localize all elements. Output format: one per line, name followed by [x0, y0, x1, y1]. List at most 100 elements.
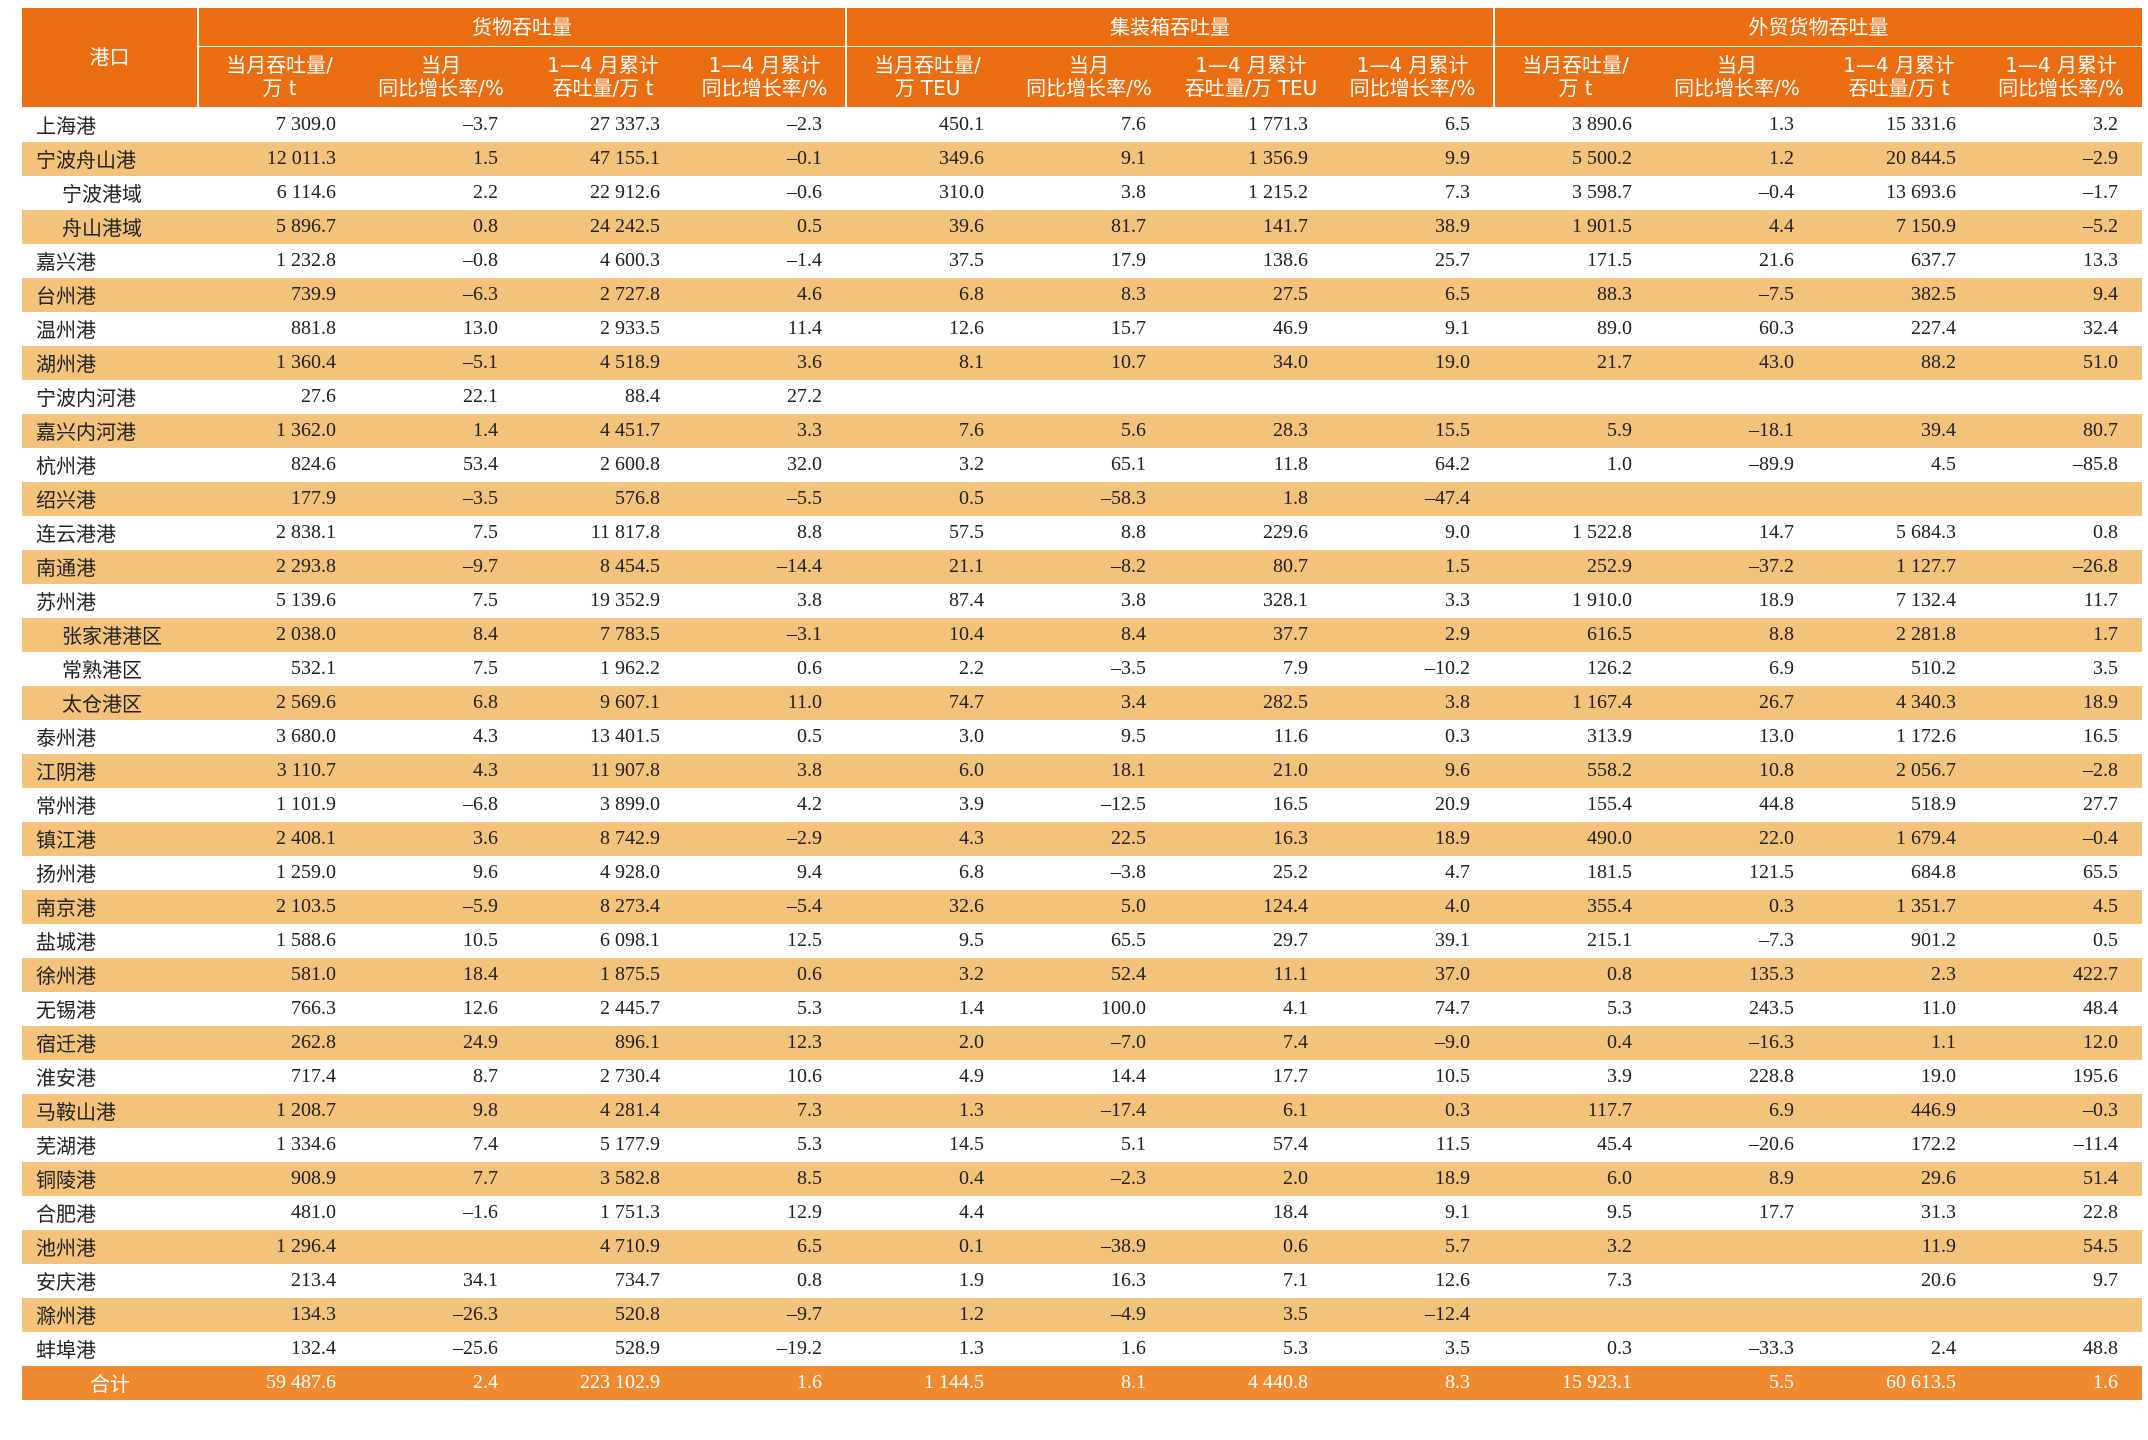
column-header-line: 1—4 月累计 — [1195, 53, 1307, 77]
value-cell: 26.7 — [1656, 685, 1818, 720]
value-cell: 8.8 — [797, 521, 822, 543]
empty-cell — [1332, 380, 1494, 414]
value-cell: 490.0 — [1494, 821, 1656, 856]
value-cell: 0.8 — [360, 209, 522, 244]
port-name: 芜湖港 — [36, 1134, 96, 1158]
value-cell: 4 440.8 — [1170, 1365, 1332, 1400]
value-cell: 2 038.0 — [198, 617, 360, 652]
table-row: 常熟港区 532.1 7.5 1 962.2 0.6 2.2 –3.5 7.9 –10.2 126… — [22, 652, 2142, 686]
column-header-line: 吞吐量/万 t — [552, 76, 654, 100]
value-cell: 8.7 — [473, 1065, 498, 1087]
port-name: 盐城港 — [36, 930, 96, 954]
value-cell: 74.7 — [1435, 997, 1470, 1019]
port-name: 滁州港 — [22, 1297, 198, 1332]
value-cell: 11.0 — [684, 685, 846, 720]
group-header: 外贸货物吞吐量 — [1493, 8, 2142, 47]
table-row: 宁波舟山港 12 011.3 1.5 47 155.1 –0.1 349.6 9.1 1 35… — [22, 141, 2142, 176]
value-cell: 134.3 — [198, 1297, 360, 1332]
value-cell: 3.6 — [684, 345, 846, 380]
port-name: 江阴港 — [22, 753, 198, 788]
empty-cell — [1494, 380, 1656, 414]
value-cell: 229.6 — [1263, 521, 1308, 543]
value-cell: 3.9 — [1607, 1065, 1632, 1087]
value-cell: 14.4 — [1111, 1065, 1146, 1087]
value-cell: 1 127.7 — [1818, 549, 1980, 584]
value-cell: 88.4 — [625, 385, 660, 407]
value-cell: 8 454.5 — [522, 549, 684, 584]
value-cell: 7.1 — [1283, 1269, 1308, 1291]
value-cell: 29.7 — [1273, 929, 1308, 951]
value-cell: 24.9 — [360, 1025, 522, 1060]
value-cell: 11.6 — [1273, 725, 1308, 747]
value-cell: –5.1 — [360, 345, 522, 380]
port-name: 南通港 — [22, 549, 198, 584]
value-cell: 0.3 — [1445, 725, 1470, 747]
value-cell: 10.5 — [1435, 1065, 1470, 1087]
value-cell: 80.7 — [1170, 549, 1332, 584]
table-row: 南通港 2 293.8 –9.7 8 454.5 –14.4 21.1 –8.2 80.7 1.… — [22, 549, 2142, 584]
value-cell: 3.3 — [684, 413, 846, 448]
value-cell: 27 337.3 — [590, 112, 660, 135]
value-cell: 22.0 — [1656, 821, 1818, 856]
value-cell: 450.1 — [939, 112, 984, 135]
value-cell: –3.8 — [1111, 861, 1146, 883]
port-name: 宁波内河港 — [36, 386, 136, 410]
value-cell: –19.2 — [777, 1337, 822, 1359]
value-cell: 171.5 — [1587, 249, 1632, 271]
port-name: 张家港港区 — [22, 617, 198, 652]
value-cell: 52.4 — [1008, 957, 1170, 992]
table-row: 扬州港 1 259.0 9.6 4 928.0 9.4 6.8 –3.8 25.2 4.7 181… — [22, 856, 2142, 890]
group-header: 货物吞吐量 — [197, 8, 846, 47]
group-header: 集装箱吞吐量 — [845, 8, 1494, 47]
table-row: 宁波内河港 27.6 22.1 88.4 27.2 — [22, 380, 2142, 414]
value-cell: 1.5 — [1332, 549, 1494, 584]
value-cell: 0.8 — [797, 1269, 822, 1291]
value-cell: 7 150.9 — [1818, 209, 1980, 244]
value-cell: 28.3 — [1170, 413, 1332, 448]
value-cell: 18.9 — [1332, 1161, 1494, 1196]
value-cell: 382.5 — [1818, 277, 1980, 312]
column-header: 当月 同比增长率/% — [1656, 46, 1818, 107]
value-cell: 5.5 — [1656, 1365, 1818, 1400]
table-row: 嘉兴内河港 1 362.0 1.4 4 451.7 3.3 7.6 5.6 28.3 15.5 5… — [22, 413, 2142, 448]
port-name: 舟山港域 — [22, 209, 198, 244]
value-cell: 65.5 — [1111, 929, 1146, 951]
value-cell: 3.8 — [1121, 181, 1146, 203]
value-cell: 13 401.5 — [590, 725, 660, 747]
value-cell: 616.5 — [1494, 617, 1656, 652]
value-cell: 43.0 — [1656, 345, 1818, 380]
value-cell: 0.5 — [2093, 929, 2118, 951]
value-cell: 3.8 — [797, 589, 822, 611]
value-cell: 18.9 — [1332, 821, 1494, 856]
value-cell: 5 896.7 — [198, 209, 360, 244]
value-cell: –9.0 — [1332, 1025, 1494, 1060]
value-cell: 4 451.7 — [522, 413, 684, 448]
column-header: 当月吞吐量/万 TEU — [845, 46, 1008, 107]
value-cell: 124.4 — [1170, 889, 1332, 924]
value-cell: 4.9 — [959, 1065, 984, 1087]
value-cell: 5.3 — [1283, 1337, 1308, 1359]
value-cell: 2 730.4 — [600, 1065, 660, 1087]
value-cell: 11.5 — [1435, 1133, 1470, 1155]
value-cell: 19.0 — [1332, 345, 1494, 380]
value-cell: 12.6 — [463, 997, 498, 1019]
value-cell: 3 890.6 — [1572, 112, 1632, 135]
value-cell: 181.5 — [1587, 861, 1632, 883]
column-header-line: 1—4 月累计 — [1356, 53, 1469, 77]
value-cell: 11 907.8 — [522, 753, 684, 788]
value-cell: 80.7 — [1980, 413, 2142, 448]
column-header-line: 同比增长率/% — [1349, 76, 1476, 100]
value-cell: 896.1 — [522, 1025, 684, 1060]
value-cell: 4 281.4 — [522, 1093, 684, 1128]
value-cell: 6 098.1 — [600, 929, 660, 951]
value-cell: 18.1 — [1008, 753, 1170, 788]
value-cell: –3.7 — [463, 112, 498, 135]
value-cell: 3.5 — [2093, 657, 2118, 679]
value-cell: 39.1 — [1435, 929, 1470, 951]
value-cell: 7.3 — [1607, 1269, 1632, 1291]
value-cell: 684.8 — [1911, 861, 1956, 883]
value-cell: 10.8 — [1656, 753, 1818, 788]
value-cell: 0.5 — [797, 725, 822, 747]
value-cell: 1.1 — [1818, 1025, 1980, 1060]
table-row: 舟山港域 5 896.7 0.8 24 242.5 0.5 39.6 81.7 141.7 38… — [22, 209, 2142, 244]
